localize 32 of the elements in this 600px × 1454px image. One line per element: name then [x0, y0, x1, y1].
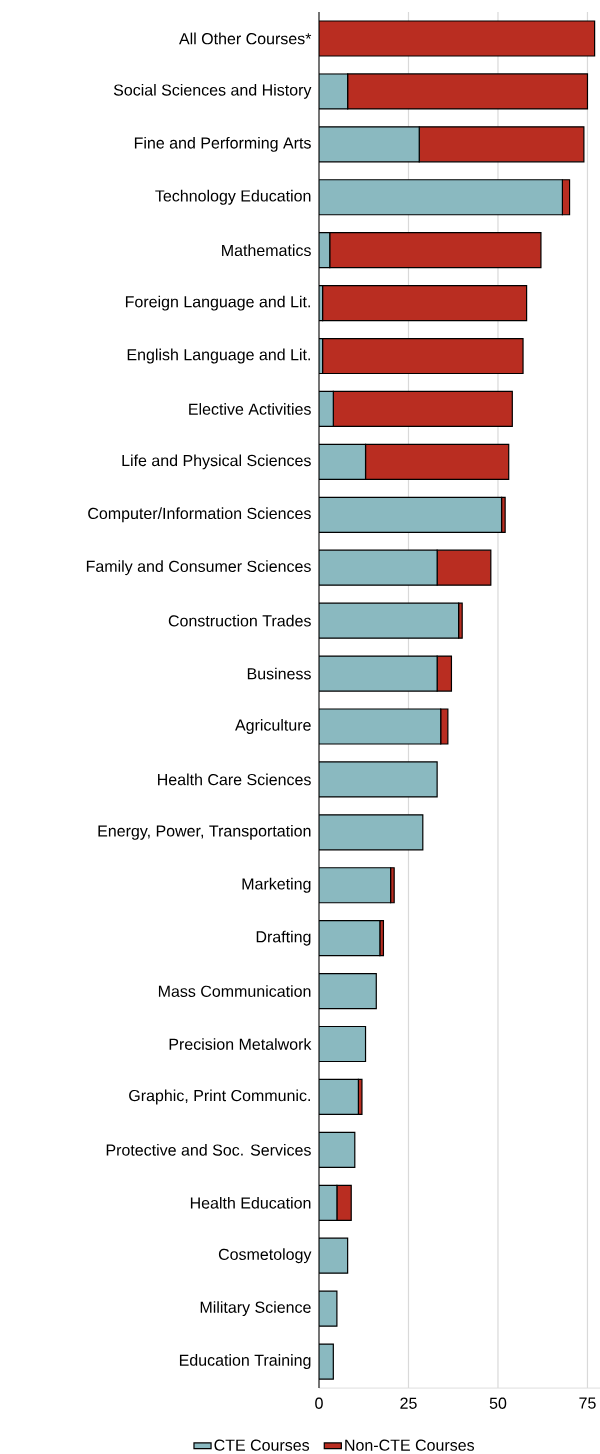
y-tick-label: Health Education [190, 1196, 311, 1209]
y-tick-label: Cosmetology [218, 1248, 312, 1264]
y-tick-label: English Language and Lit. [127, 348, 310, 364]
y-tick-label: Business [247, 667, 311, 680]
y-tick-label: Social Sciences and History [113, 83, 312, 99]
legend-label: Non-CTE Courses [345, 1439, 475, 1451]
y-tick-label: Agriculture [235, 719, 311, 734]
y-tick-label: Life and Physical Sciences [122, 454, 311, 470]
y-tick-label: Marketing [242, 877, 311, 893]
y-tick-label: Construction Trades [168, 614, 311, 627]
y-tick-label: Technology Education [155, 189, 311, 205]
y-tick-label: Health Care Sciences [158, 773, 311, 786]
y-tick-label: Protective and Soc. Services [106, 1143, 311, 1156]
y-tick-label: Military Science [200, 1301, 311, 1317]
y-tick-label: Computer/Information Sciences [88, 507, 311, 523]
x-tick-label: 25 [400, 1397, 417, 1409]
y-tick-label: Precision Metalwork [169, 1038, 312, 1050]
x-tick-label: 0 [315, 1397, 323, 1409]
x-tick-label: 75 [579, 1397, 596, 1409]
y-tick-label: Graphic, Print Communic. [129, 1089, 310, 1105]
y-tick-label: Fine and Performing Arts [134, 136, 311, 152]
y-tick-label: Drafting [256, 930, 311, 946]
y-tick-label: Elective Activities [189, 403, 311, 415]
y-tick-label: Foreign Language and Lit. [125, 295, 310, 311]
y-tick-label: Family and Consumer Sciences [86, 560, 311, 576]
legend-label: CTE Courses [214, 1439, 310, 1451]
y-tick-label: Mass Communication [158, 985, 311, 997]
y-tick-label: Energy, Power, Transportation [98, 824, 311, 840]
y-tick-label: All Other Courses* [179, 32, 312, 45]
y-tick-label: Education Training [179, 1354, 311, 1370]
x-tick-label: 50 [489, 1397, 507, 1409]
y-tick-label: Mathematics [222, 244, 311, 257]
